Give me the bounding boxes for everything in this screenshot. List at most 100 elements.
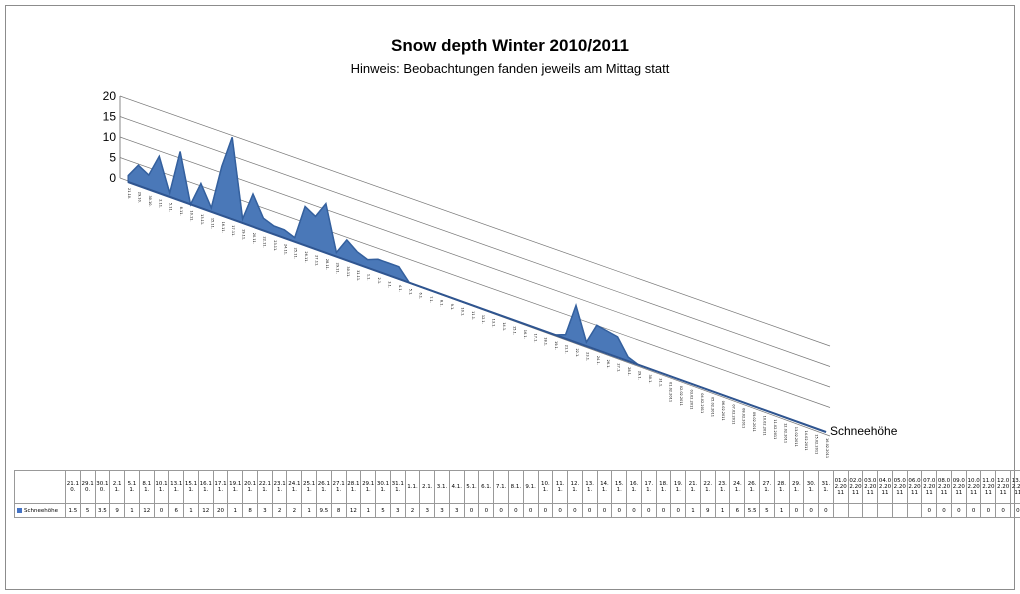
table-header-cell: 24.1. [729, 470, 746, 504]
x-tick-label: 11.02.2011 [773, 419, 777, 439]
table-value-cell: 0 [921, 503, 938, 518]
table-value-cell: 20 [212, 503, 229, 518]
table-value-cell: 6 [168, 503, 185, 518]
x-tick-label: 4.1. [398, 285, 402, 292]
table-header-cell: 5.11. [124, 470, 140, 504]
table-value-cell: 0 [493, 503, 509, 518]
table-header-cell: 30.1. [803, 470, 820, 504]
x-tick-label: 28.11. [325, 259, 329, 270]
table-value-cell: 9 [109, 503, 126, 518]
x-tick-label: 5.1. [408, 289, 412, 296]
y-tick-label: 5 [109, 151, 116, 165]
x-tick-label: 19.1. [554, 341, 558, 350]
x-tick-label: 13.11. [200, 214, 204, 225]
y-tick-label: 0 [109, 171, 116, 185]
x-tick-label: 23.11. [273, 240, 277, 251]
table-header-cell: 19.11. [227, 470, 244, 504]
table-header-cell: 10.1. [537, 470, 554, 504]
y-tick-label: 10 [103, 130, 117, 144]
table-value-cell [862, 503, 879, 518]
table-header-cell: 03.02.2011 [862, 470, 879, 504]
table-value-cell: 0 [478, 503, 495, 518]
x-tick-label: 17.11. [231, 225, 235, 236]
table-value-cell [832, 503, 849, 518]
x-tick-label: 15.11. [210, 218, 214, 229]
x-tick-label: 16.1. [523, 330, 527, 339]
table-header-cell: 12.1. [567, 470, 583, 504]
table-value-cell: 1 [227, 503, 244, 518]
x-tick-label: 26.11. [304, 251, 308, 262]
table-header-cell: 21.10. [65, 470, 81, 504]
table-value-cell: 6 [729, 503, 746, 518]
x-tick-label: 2.11. [158, 199, 162, 208]
x-tick-label: 18.1. [544, 337, 548, 346]
table-value-cell: 5.5 [744, 503, 760, 518]
table-header-cell: 6.1. [478, 470, 495, 504]
x-tick-label: 19.11. [242, 229, 246, 240]
table-header-cell: 05.02.2011 [891, 470, 908, 504]
series-area-floor [127, 181, 827, 433]
x-tick-label: 31.1. [658, 378, 662, 387]
x-tick-label: 3.1. [387, 281, 391, 288]
y-axis-ticks: 0 5 10 15 20 [103, 89, 117, 185]
table-value-cell: 1 [301, 503, 318, 518]
table-header-row: 21.10. 29.10. 30.10. 2.11. 5.11. 8.11. 10.11. 1… [14, 470, 1020, 504]
table-value-cell: 3 [434, 503, 450, 518]
legend-series-label: Schneehöhe [830, 424, 898, 438]
table-header-cell: 17.1. [640, 470, 657, 504]
table-header-cell: 29.11. [360, 470, 377, 504]
table-value-cell: 1 [360, 503, 377, 518]
x-tick-label: 29.11. [335, 263, 339, 274]
table-header-cell: 24.11. [286, 470, 303, 504]
x-tick-label: 03.02.2011 [690, 389, 694, 409]
table-header-cell: 07.02.2011 [921, 470, 938, 504]
x-tick-label: 24.11. [283, 244, 287, 255]
table-value-cell: 1 [773, 503, 790, 518]
x-tick-label: 08.02.2011 [742, 408, 746, 428]
table-value-cell: 1 [714, 503, 731, 518]
x-tick-label: 22.1. [575, 348, 579, 357]
table-header-cell: 13.02.2011 [1010, 470, 1020, 504]
table-header-cell: 23.11. [271, 470, 288, 504]
table-value-cell [877, 503, 893, 518]
x-tick-label: 24.1. [596, 356, 600, 365]
table-value-cell: 0 [936, 503, 952, 518]
table-value-cell: 0 [670, 503, 687, 518]
x-tick-label: 8.11. [179, 207, 183, 216]
x-tick-label: 06.02.2011 [721, 401, 725, 421]
table-value-cell: 1.5 [65, 503, 81, 518]
y-tick-label: 15 [103, 110, 117, 124]
table-header-cell: 28.1. [773, 470, 790, 504]
x-tick-label: 15.02.2011 [815, 434, 819, 454]
table-value-cell: 1 [183, 503, 199, 518]
table-value-cell: 3.5 [94, 503, 111, 518]
table-value-cell: 12 [197, 503, 214, 518]
table-header-cell: 15.1. [611, 470, 628, 504]
table-header-cell: 14.1. [596, 470, 613, 504]
x-tick-label: 23.1. [585, 352, 589, 361]
table-header-cell: 11.1. [552, 470, 569, 504]
gridline [119, 136, 831, 388]
x-tick-label: 12.1. [481, 315, 485, 324]
table-value-cell: 0 [818, 503, 834, 518]
table-header-cell: 08.02.2011 [936, 470, 952, 504]
x-tick-label: 21.10. [127, 188, 131, 199]
table-value-cell: 0 [965, 503, 982, 518]
x-tick-label: 09.02.2011 [752, 412, 756, 432]
table-value-cell: 0 [567, 503, 583, 518]
table-header-cell: 7.1. [493, 470, 509, 504]
table-header-cell: 16.1. [626, 470, 642, 504]
chart-title: Snow depth Winter 2010/2011 [391, 36, 629, 55]
table-value-cell: 9.5 [316, 503, 332, 518]
table-value-cell: 5 [758, 503, 775, 518]
table-value-cell: 0 [803, 503, 820, 518]
table-value-cell [906, 503, 923, 518]
table-header-cell: 23.1. [714, 470, 731, 504]
table-series-label: Schneehöhe [14, 503, 66, 518]
table-value-cell: 0 [950, 503, 967, 518]
x-tick-label: 29.10. [137, 192, 141, 203]
x-tick-label: 10.1. [460, 307, 464, 316]
table-header-cell: 3.1. [434, 470, 450, 504]
table-header-cell: 20.11. [242, 470, 258, 504]
table-value-cell: 12 [138, 503, 155, 518]
